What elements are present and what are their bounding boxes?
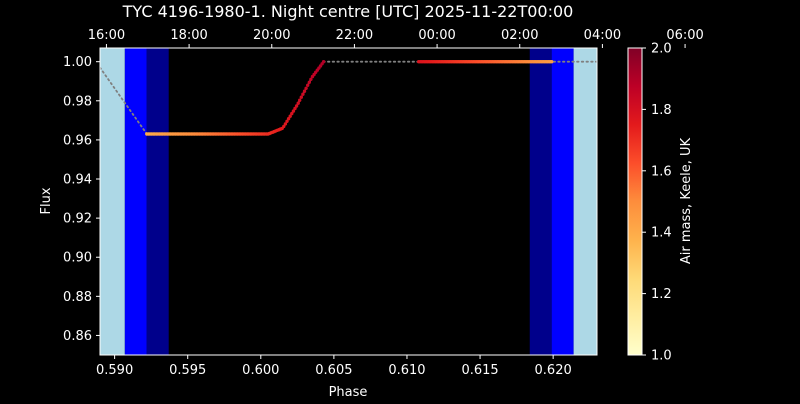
- data-point: [285, 119, 289, 124]
- top-tick-label: 20:00: [253, 28, 290, 43]
- data-point: [302, 89, 307, 93]
- data-point: [299, 95, 303, 99]
- data-point: [304, 86, 308, 91]
- x-tick-label: 0.610: [388, 363, 425, 378]
- y-tick-label: 0.88: [63, 290, 92, 305]
- top-tick-label: 16:00: [88, 28, 125, 43]
- data-point: [286, 117, 291, 121]
- data-point: [293, 106, 297, 111]
- data-point: [550, 60, 554, 64]
- y-tick-label: 0.94: [63, 173, 92, 188]
- plot-area: [100, 48, 597, 355]
- top-tick-label: 22:00: [336, 28, 373, 43]
- plot-frame: [99, 47, 598, 356]
- x-tick-label: 0.605: [315, 363, 352, 378]
- colorbar-tick-label: 1.0: [651, 349, 672, 364]
- twilight-band: [573, 48, 597, 355]
- data-point: [321, 60, 326, 64]
- data-point: [283, 122, 288, 126]
- x-axis: 0.590 0.595 0.600 0.605 0.610 0.615 0.620: [96, 355, 572, 378]
- twilight-band: [100, 48, 125, 355]
- x-tick-label: 0.600: [242, 363, 279, 378]
- y-tick-label: 0.92: [63, 212, 92, 227]
- data-point: [288, 114, 292, 118]
- top-tick-label: 06:00: [666, 28, 703, 43]
- data-point: [301, 92, 305, 96]
- twilight-band: [124, 48, 147, 355]
- twilight-band: [146, 48, 169, 355]
- x-tick-label: 0.595: [169, 363, 206, 378]
- colorbar-tick-label: 1.6: [651, 164, 672, 179]
- y-axis: 1.00 0.98 0.96 0.94 0.92 0.90 0.88 0.86: [63, 55, 100, 344]
- data-points: [145, 60, 554, 136]
- data-point: [306, 83, 310, 88]
- colorbar-tick-label: 2.0: [651, 42, 672, 57]
- twilight-band: [529, 48, 552, 355]
- colorbar-ticks: 2.0 1.8 1.6 1.4 1.2 1.0: [642, 42, 672, 364]
- data-point: [309, 77, 313, 82]
- colorbar: [627, 47, 643, 356]
- top-time-axis: 16:00 18:00 20:00 22:00 00:00 02:00 04:00 06:00: [88, 28, 704, 48]
- twilight-bands: [100, 48, 597, 355]
- data-point: [290, 111, 294, 116]
- y-tick-label: 0.86: [63, 329, 92, 344]
- top-tick-label: 04:00: [584, 28, 621, 43]
- data-point: [296, 101, 300, 105]
- data-point: [294, 104, 299, 108]
- colorbar-tick-label: 1.2: [651, 287, 672, 302]
- x-tick-label: 0.615: [461, 363, 498, 378]
- data-point: [291, 109, 296, 113]
- colorbar-tick-label: 1.8: [651, 103, 672, 118]
- data-point: [282, 124, 286, 129]
- data-point: [298, 98, 302, 102]
- colorbar-label: Air mass, Keele, UK: [679, 137, 694, 264]
- top-tick-label: 00:00: [418, 28, 455, 43]
- colorbar-tick-label: 1.4: [651, 226, 672, 241]
- x-tick-label: 0.620: [535, 363, 572, 378]
- y-tick-label: 0.98: [63, 94, 92, 109]
- data-point: [307, 80, 311, 85]
- chart-title: TYC 4196-1980-1. Night centre [UTC] 2025…: [122, 2, 574, 21]
- x-axis-label: Phase: [329, 385, 368, 400]
- y-tick-label: 0.90: [63, 251, 92, 266]
- y-axis-label: Flux: [39, 187, 54, 214]
- top-tick-label: 18:00: [170, 28, 207, 43]
- y-tick-label: 1.00: [63, 55, 92, 70]
- top-tick-label: 02:00: [501, 28, 538, 43]
- twilight-band: [551, 48, 574, 355]
- x-tick-label: 0.590: [96, 363, 133, 378]
- y-tick-label: 0.96: [63, 133, 92, 148]
